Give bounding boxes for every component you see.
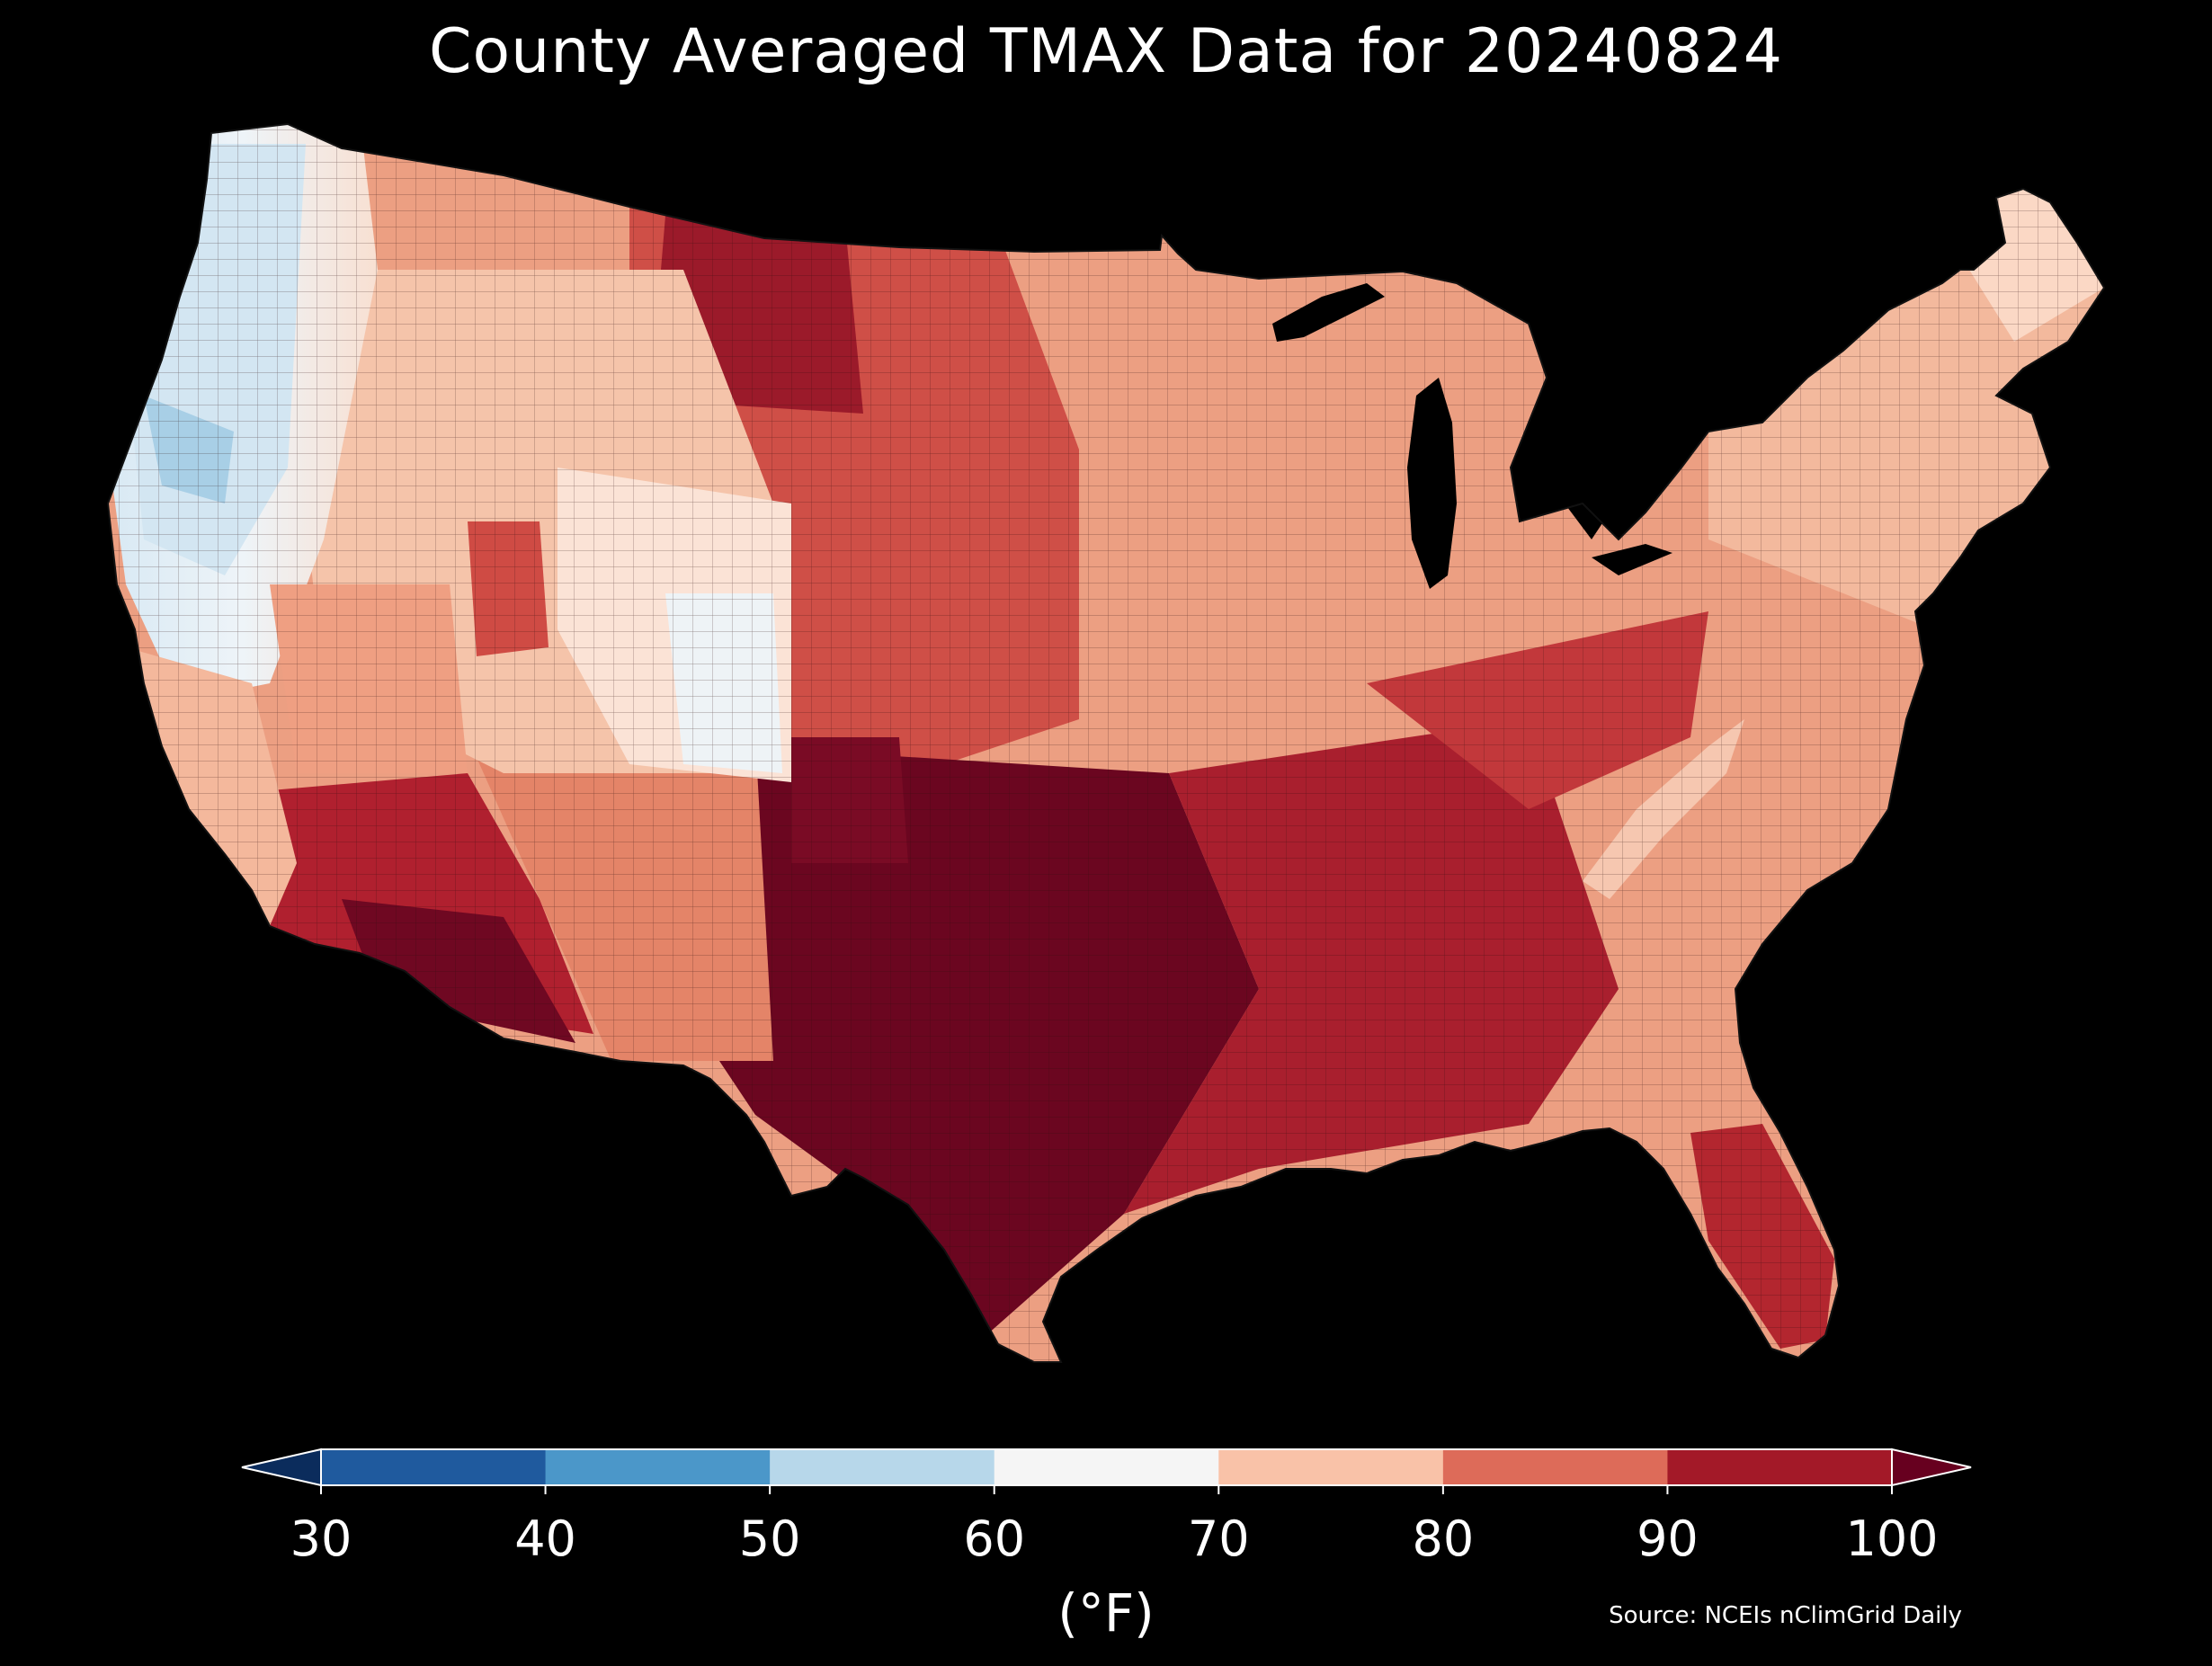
colorbar-frame — [320, 1448, 1893, 1486]
colorbar-tick-label: 60 — [963, 1510, 1026, 1567]
colorbar-bin-80-90 — [1442, 1449, 1668, 1485]
lake-michigan — [1407, 378, 1457, 589]
colorbar-tick-label: 100 — [1845, 1510, 1939, 1567]
colorbar-bin-50-60 — [770, 1449, 995, 1485]
colorbar-tick-label: 50 — [738, 1510, 801, 1567]
colorbar-tick-label: 30 — [290, 1510, 352, 1567]
colorbar-bin-60-70 — [994, 1449, 1219, 1485]
colorbar-unit-label: (°F) — [1057, 1582, 1155, 1644]
us-outline — [106, 122, 2106, 1363]
colorbar-bin-30-40 — [321, 1449, 547, 1485]
colorbar-under-arrow — [241, 1448, 322, 1487]
colorbar-bin-40-50 — [545, 1449, 771, 1485]
lake-erie — [1592, 544, 1672, 575]
source-note: Source: NCEIs nClimGrid Daily — [1609, 1602, 1962, 1629]
colorbar-tick-label: 80 — [1412, 1510, 1475, 1567]
colorbar-tick-label: 40 — [514, 1510, 576, 1567]
lake-superior — [1272, 283, 1385, 342]
map-title: County Averaged TMAX Data for 20240824 — [429, 16, 1783, 87]
colorbar-bin-70-80 — [1218, 1449, 1444, 1485]
colorbar-over-arrow — [1891, 1448, 1972, 1487]
colorbar-tick-label: 70 — [1187, 1510, 1250, 1567]
colorbar-bin-90-100 — [1667, 1449, 1893, 1485]
colorbar-tick-label: 90 — [1637, 1510, 1699, 1567]
